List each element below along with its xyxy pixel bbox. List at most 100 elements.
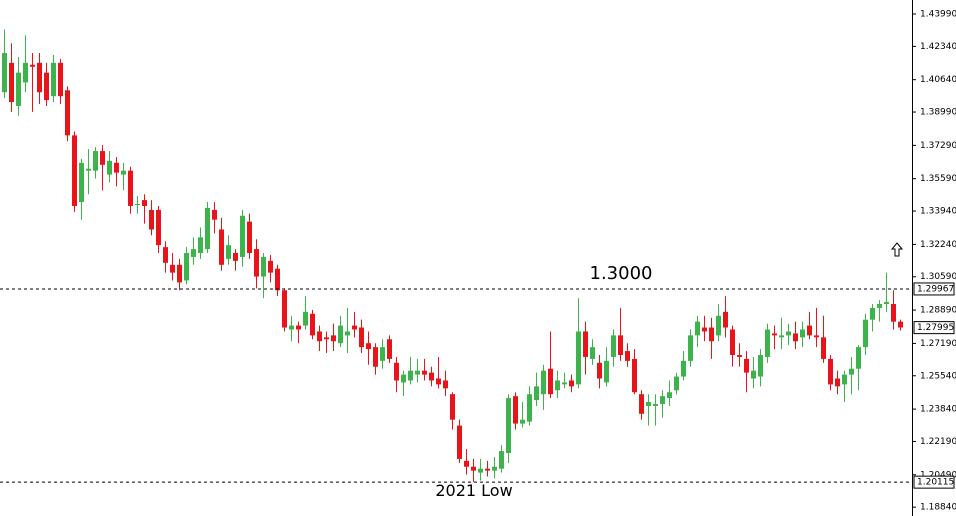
- candle-body: [44, 72, 49, 101]
- candle-body: [457, 425, 462, 459]
- candle-body: [310, 313, 315, 336]
- candle-body: [268, 260, 273, 273]
- candle-body: [464, 460, 469, 467]
- candle-body: [730, 329, 735, 355]
- candle-body: [2, 53, 7, 93]
- candle-body: [436, 378, 441, 385]
- candle-body: [450, 394, 455, 420]
- candle-body: [303, 311, 308, 326]
- candle-body: [555, 380, 560, 391]
- candle-body: [226, 245, 231, 259]
- y-tick-label: 1.18840: [920, 503, 956, 513]
- y-tick-label: 1.27190: [920, 339, 956, 349]
- candle-body: [674, 376, 679, 391]
- candle-body: [163, 247, 168, 263]
- candle-body: [779, 335, 784, 338]
- candle-body: [884, 302, 889, 304]
- candle-body: [79, 162, 84, 203]
- candle-body: [58, 62, 63, 97]
- candle-body: [814, 335, 819, 338]
- candle-body: [51, 62, 56, 97]
- candle-body: [527, 394, 532, 422]
- candle-body: [590, 347, 595, 359]
- candle-body: [499, 451, 504, 469]
- candle-body: [352, 325, 357, 330]
- candle-body: [562, 382, 567, 385]
- candle-body: [121, 170, 126, 175]
- candle-body: [646, 402, 651, 406]
- y-tick-label: 1.20490: [920, 470, 956, 480]
- candle-body: [828, 358, 833, 385]
- candle-body: [639, 394, 644, 414]
- y-tick-label: 1.43990: [920, 10, 956, 20]
- candle-body: [394, 362, 399, 381]
- level-price-label: 1.29967: [917, 284, 954, 294]
- y-tick-label: 1.30590: [920, 272, 956, 282]
- candle-body: [72, 135, 77, 206]
- candle-body: [198, 237, 203, 254]
- candle-body: [849, 368, 854, 375]
- candle-body: [23, 62, 28, 83]
- y-tick-label: 1.28890: [920, 306, 956, 316]
- candle-body: [373, 347, 378, 367]
- candle-body: [800, 329, 805, 338]
- candle-body: [219, 229, 224, 265]
- candle-body: [149, 209, 154, 230]
- candle-body: [93, 151, 98, 171]
- candle-body: [247, 221, 252, 254]
- candle-body: [233, 253, 238, 261]
- candle-body: [618, 335, 623, 355]
- candle-body: [401, 374, 406, 383]
- candle-body: [863, 319, 868, 348]
- last-price-box: [913, 321, 955, 335]
- candle-body: [9, 62, 14, 103]
- candle-body: [338, 325, 343, 344]
- candle-body: [156, 209, 161, 246]
- candle-body: [366, 343, 371, 350]
- candle-body: [534, 386, 539, 401]
- level-annotation: 1.3000: [590, 263, 653, 284]
- candle-body: [576, 331, 581, 385]
- candle-body: [632, 358, 637, 393]
- candle-body: [471, 466, 476, 471]
- candle-body: [821, 337, 826, 359]
- candle-body: [513, 396, 518, 424]
- candle-body: [128, 170, 133, 206]
- candle-body: [688, 335, 693, 361]
- level-annotation: 2021 Low: [435, 481, 512, 500]
- candle-body: [758, 354, 763, 377]
- candle-body: [107, 160, 112, 175]
- candle-body: [37, 62, 42, 93]
- candle-body: [667, 392, 672, 399]
- candle-body: [660, 396, 665, 404]
- candle-body: [709, 327, 714, 342]
- candle-body: [478, 468, 483, 473]
- candle-body: [317, 331, 322, 342]
- level-price-box: [913, 282, 955, 296]
- candle-body: [16, 72, 21, 106]
- candle-body: [415, 370, 420, 375]
- candle-body: [548, 368, 553, 395]
- candle-body: [891, 304, 896, 322]
- candle-body: [212, 209, 217, 220]
- candle-body: [296, 325, 301, 330]
- y-tick-label: 1.25540: [920, 371, 956, 381]
- y-tick-label: 1.33940: [920, 207, 956, 217]
- candle-body: [135, 204, 140, 205]
- candle-body: [429, 372, 434, 381]
- candle-body: [184, 253, 189, 281]
- candle-body: [30, 64, 35, 67]
- candle-body: [506, 398, 511, 454]
- candle-body: [898, 321, 903, 328]
- candle-body: [856, 347, 861, 369]
- candle-body: [842, 374, 847, 385]
- y-tick-label: 1.23840: [920, 405, 956, 415]
- y-tick-label: 1.35590: [920, 174, 956, 184]
- candle-body: [583, 331, 588, 357]
- up-arrow: [890, 242, 904, 257]
- candle-body: [65, 90, 70, 136]
- candle-body: [877, 304, 882, 308]
- candle-body: [765, 329, 770, 357]
